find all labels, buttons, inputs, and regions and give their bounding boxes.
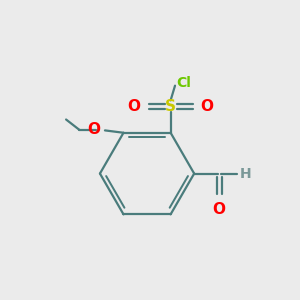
Text: S: S [165,99,176,114]
Text: O: O [128,99,141,114]
Text: O: O [201,99,214,114]
Text: Cl: Cl [176,76,191,90]
Text: O: O [213,202,226,217]
Text: H: H [240,167,251,181]
Text: O: O [87,122,100,137]
